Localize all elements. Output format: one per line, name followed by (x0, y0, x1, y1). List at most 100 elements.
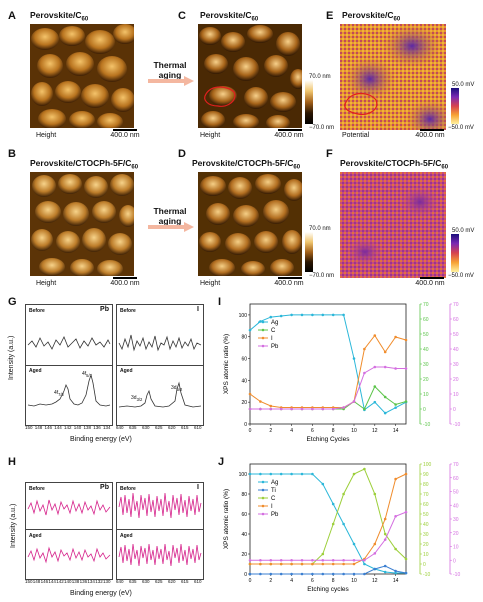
aged-label: Aged (29, 533, 42, 539)
data-point-ag (321, 313, 325, 317)
data-point-c (383, 532, 387, 536)
data-point-ag (300, 313, 304, 317)
data-point-pb (259, 407, 262, 411)
axis-tick-label: 132 (95, 579, 103, 584)
series-line-i (250, 473, 407, 565)
panel-letter-i: I (218, 296, 222, 308)
data-point-ag (311, 313, 314, 317)
data-point-pb (352, 400, 356, 403)
axis-tick-label: 620 (168, 579, 176, 584)
pb-peak-5-2: 4f5/2 (82, 371, 92, 378)
y3-tick-label: 30 (453, 517, 459, 523)
y2-tick-label: 70 (423, 302, 429, 308)
x-tick-label: 0 (249, 578, 252, 584)
x-axis-label: Etching Cycles (307, 436, 351, 443)
series-line-pb (250, 366, 406, 410)
panel-d-scale-label: 400.0 nm (274, 280, 304, 287)
data-point-ag (259, 472, 262, 476)
y3-tick-label: 0 (453, 407, 456, 413)
panel-c-caption: Height (200, 132, 221, 139)
data-point-pb (352, 558, 356, 562)
y3-tick-label: 60 (453, 476, 459, 482)
y-tick-label: 60 (241, 512, 247, 518)
data-point-c (404, 400, 408, 403)
data-point-ti (311, 572, 314, 576)
axis-tick-label: 610 (194, 425, 202, 430)
data-point-c (363, 467, 366, 471)
colorbar-min: −50.0 mV (448, 125, 474, 131)
axis-tick-label: 144 (54, 425, 62, 430)
right-arrow-icon (148, 73, 194, 91)
arrow-label-1: Thermal aging (153, 60, 187, 80)
x-tick-label: 2 (269, 578, 272, 584)
data-point-pb (321, 558, 325, 562)
data-point-ag (394, 571, 397, 575)
axis-tick-label: 142 (56, 579, 64, 584)
legend-label: Ti (271, 488, 276, 494)
data-point-ti (248, 572, 252, 576)
axis-tick-label: 630 (142, 425, 150, 430)
data-point-ti (300, 572, 304, 576)
y2-tick-label: 90 (423, 472, 429, 478)
data-point-pb (290, 558, 293, 562)
panel-e-title: Perovskite/C60 (342, 10, 401, 23)
series-line-ti (250, 565, 407, 575)
xps-h-xlabel: Binding energy (eV) (70, 590, 132, 597)
data-point-ti (394, 569, 397, 573)
x-tick-label: 4 (290, 578, 293, 584)
data-point-pb (363, 371, 366, 375)
y2-tick-label: 30 (423, 362, 429, 368)
axis-tick-label: 635 (129, 425, 137, 430)
axis-tick-label: 146 (40, 579, 49, 584)
data-point-c (383, 395, 387, 399)
series-line-ag (249, 314, 407, 414)
legend-label: I (271, 336, 273, 342)
data-point-ag (373, 400, 377, 404)
data-point-i (383, 350, 387, 354)
legend-marker (261, 512, 265, 516)
series-line-i (249, 334, 407, 408)
y2-tick-label: 50 (423, 512, 429, 518)
axis-tick-label: 130 (103, 579, 111, 584)
y3-tick-label: -10 (453, 422, 460, 428)
data-point-pb (394, 514, 397, 518)
y-tick-label: 40 (241, 378, 247, 384)
legend-label: Pb (271, 344, 279, 350)
data-point-ti (331, 572, 335, 576)
axis-tick-label: 134 (87, 579, 95, 584)
aged-label: Aged (29, 368, 42, 374)
axis-tick-label: 615 (181, 579, 189, 584)
data-point-ag (331, 313, 335, 317)
panel-c-title: Perovskite/C60 (200, 10, 259, 23)
y-axis-label: XPS atomic ratio (%) (223, 334, 230, 394)
afm-height-image-a (30, 24, 134, 128)
data-point-i (269, 562, 273, 566)
potential-colorbar (451, 88, 459, 124)
axis-tick-label: 610 (194, 579, 202, 584)
axis-tick-label: 615 (181, 425, 189, 430)
data-point-i (259, 562, 262, 566)
data-point-i (394, 335, 397, 339)
data-point-ag (342, 313, 345, 317)
colorbar-min: −50.0 mV (448, 273, 474, 279)
data-point-i (404, 338, 408, 342)
potential-colorbar (451, 234, 459, 272)
data-point-pb (279, 407, 283, 411)
data-point-pb (363, 558, 366, 562)
xps-g-i-plot: Before I Aged 3d3/2 3d5/2 (116, 304, 204, 426)
data-point-i (404, 472, 408, 476)
data-point-ti (259, 572, 262, 576)
data-point-pb (394, 367, 397, 370)
axis-tick-label: 138 (71, 579, 80, 584)
i-title: I (197, 306, 199, 313)
xps-h-ylabel: Intensity (a.u.) (10, 503, 17, 548)
panel-a-caption: Height (36, 132, 57, 139)
axis-tick-label: 640 (116, 579, 124, 584)
data-point-i (342, 562, 345, 566)
legend-label: Ag (271, 320, 278, 326)
axis-tick-label: 150 (25, 579, 33, 584)
colorbar-max: 50.0 mV (452, 228, 475, 234)
panel-e-caption: Potential (342, 132, 370, 139)
data-point-i (321, 562, 325, 566)
y2-tick-label: 30 (423, 532, 429, 538)
